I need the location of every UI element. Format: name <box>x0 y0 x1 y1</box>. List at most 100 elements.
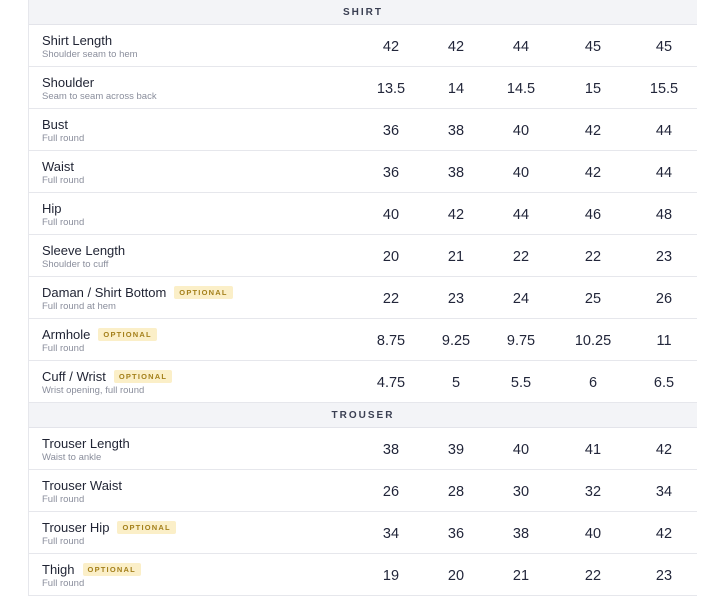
measurement-value: 40 <box>512 165 530 181</box>
measurement-value: 20 <box>447 568 465 584</box>
measurement-value: 25 <box>584 291 602 307</box>
measurement-value: 42 <box>584 123 602 139</box>
row-sublabel: Full round at hem <box>42 301 116 312</box>
table-row: Waist Full round 36 38 40 42 44 <box>29 151 697 193</box>
row-label-wrap: Thigh OPTIONAL <box>42 562 141 577</box>
table-row: Hip Full round 40 42 44 46 48 <box>29 193 697 235</box>
row-label: Cuff / Wrist <box>42 369 106 384</box>
measurement-value: 14.5 <box>506 81 536 97</box>
measurement-value: 5.5 <box>510 375 532 391</box>
row-label: Trouser Waist <box>42 478 122 493</box>
measurement-value: 36 <box>382 165 400 181</box>
measurement-value: 40 <box>512 442 530 458</box>
measurement-value: 38 <box>447 123 465 139</box>
table-row: Sleeve Length Shoulder to cuff 20 21 22 22 23 <box>29 235 697 277</box>
measurement-value: 24 <box>512 291 530 307</box>
row-label: Trouser Hip <box>42 520 110 535</box>
row-sublabel: Full round <box>42 494 85 505</box>
measurement-value: 45 <box>584 39 602 55</box>
optional-badge: OPTIONAL <box>82 563 141 576</box>
measurement-value: 22 <box>584 249 602 265</box>
measurement-value: 40 <box>382 207 400 223</box>
measurement-value: 38 <box>512 526 530 542</box>
measurement-value: 34 <box>382 526 400 542</box>
table-row: Bust Full round 36 38 40 42 44 <box>29 109 697 151</box>
measurement-value: 38 <box>447 165 465 181</box>
measurement-value: 44 <box>655 165 673 181</box>
row-sublabel: Full round <box>42 217 85 228</box>
measurement-value: 9.25 <box>441 333 471 349</box>
measurement-value: 30 <box>512 484 530 500</box>
measurement-value: 22 <box>382 291 400 307</box>
section-header: SHIRT <box>29 0 697 25</box>
row-label-wrap: Hip <box>42 201 62 216</box>
measurement-value: 26 <box>382 484 400 500</box>
row-label: Hip <box>42 201 62 216</box>
measurement-value: 6 <box>588 375 598 391</box>
row-label-wrap: Shirt Length <box>42 33 112 48</box>
measurement-value: 23 <box>655 568 673 584</box>
row-sublabel: Seam to seam across back <box>42 91 157 102</box>
measurement-value: 39 <box>447 442 465 458</box>
row-label-wrap: Armhole OPTIONAL <box>42 327 157 342</box>
optional-badge: OPTIONAL <box>117 521 176 534</box>
table-row: Cuff / Wrist OPTIONAL Wrist opening, full … <box>29 361 697 403</box>
row-label: Thigh <box>42 562 75 577</box>
measurement-value: 11 <box>656 333 672 349</box>
row-sublabel: Wrist opening, full round <box>42 385 145 396</box>
row-sublabel: Waist to ankle <box>42 452 102 463</box>
optional-badge: OPTIONAL <box>113 370 173 383</box>
table-row: Thigh OPTIONAL Full round 19 20 21 22 23 <box>29 554 697 596</box>
measurement-value: 8.75 <box>376 333 406 349</box>
table-row: Trouser Length Waist to ankle 38 39 40 41 42 <box>29 428 697 470</box>
measurement-value: 44 <box>512 39 530 55</box>
measurement-value: 13.5 <box>376 81 406 97</box>
row-label-wrap: Trouser Waist <box>42 478 122 493</box>
measurement-value: 42 <box>382 39 400 55</box>
row-label: Daman / Shirt Bottom <box>42 285 167 300</box>
row-label: Trouser Length <box>42 436 130 451</box>
table-row: Shoulder Seam to seam across back 13.5 14 14… <box>29 67 697 109</box>
measurement-value: 4.75 <box>376 375 406 391</box>
size-table: SHIRT Shirt Length Shoulder seam to hem 42 4… <box>28 0 697 596</box>
measurement-value: 9.75 <box>506 333 536 349</box>
table-row: Trouser Waist Full round 26 28 30 32 34 <box>29 470 697 512</box>
row-sublabel: Full round <box>42 578 85 589</box>
measurement-value: 14 <box>447 81 465 97</box>
section-header: TROUSER <box>29 403 697 428</box>
row-sublabel: Shoulder seam to hem <box>42 49 138 60</box>
measurement-value: 32 <box>584 484 602 500</box>
row-label: Waist <box>42 159 75 174</box>
measurement-value: 21 <box>512 568 530 584</box>
row-label-wrap: Sleeve Length <box>42 243 125 258</box>
measurement-value: 42 <box>447 207 465 223</box>
measurement-value: 46 <box>584 207 602 223</box>
row-label: Shoulder <box>42 75 95 90</box>
measurement-value: 21 <box>447 249 465 265</box>
row-label: Sleeve Length <box>42 243 126 258</box>
measurement-value: 6.5 <box>653 375 675 391</box>
measurement-value: 44 <box>512 207 530 223</box>
row-sublabel: Full round <box>42 133 85 144</box>
measurement-value: 48 <box>655 207 673 223</box>
measurement-value: 5 <box>451 375 461 391</box>
measurement-value: 40 <box>584 526 602 542</box>
measurement-value: 26 <box>655 291 673 307</box>
row-label-wrap: Trouser Length <box>42 436 130 451</box>
measurement-value: 19 <box>382 568 400 584</box>
row-label-wrap: Daman / Shirt Bottom OPTIONAL <box>42 285 233 300</box>
row-label-wrap: Cuff / Wrist OPTIONAL <box>42 369 173 384</box>
table-row: Trouser Hip OPTIONAL Full round 34 36 38 40 42 <box>29 512 697 554</box>
measurement-value: 15.5 <box>649 81 679 97</box>
measurement-value: 22 <box>512 249 530 265</box>
row-label-wrap: Waist <box>42 159 74 174</box>
measurement-value: 20 <box>382 249 400 265</box>
table-row: Daman / Shirt Bottom OPTIONAL Full round a… <box>29 277 697 319</box>
table-row: Shirt Length Shoulder seam to hem 42 42 44 45… <box>29 25 697 67</box>
measurement-value: 42 <box>655 526 673 542</box>
row-sublabel: Full round <box>42 343 85 354</box>
measurement-value: 42 <box>447 39 465 55</box>
measurement-value: 10.25 <box>574 333 612 349</box>
measurement-value: 23 <box>655 249 673 265</box>
